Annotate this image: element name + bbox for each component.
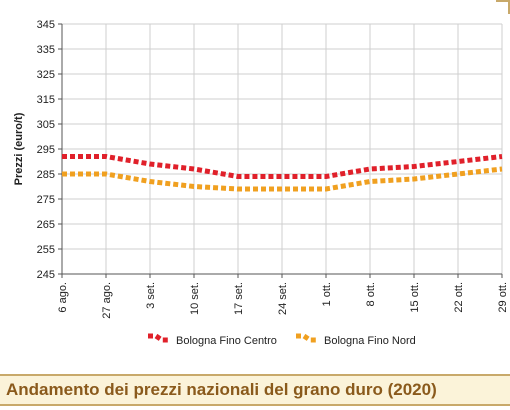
- legend-label: Bologna Fino Nord: [324, 335, 416, 347]
- y-tick-label: 325: [37, 69, 55, 81]
- y-tick-label: 315: [37, 94, 55, 106]
- x-tick-label: 17 set.: [233, 282, 245, 315]
- legend-swatch: [296, 333, 318, 343]
- y-tick-label: 275: [37, 194, 55, 206]
- y-tick-label: 345: [37, 19, 55, 31]
- x-tick-label: 6 ago.: [57, 282, 69, 313]
- x-tick-label: 1 ott.: [321, 282, 333, 306]
- x-tick-label: 24 set.: [277, 282, 289, 315]
- y-tick-label: 285: [37, 169, 55, 181]
- x-tick-label: 3 set.: [145, 282, 157, 309]
- y-tick-label: 245: [37, 269, 55, 281]
- x-tick-label: 22 ott.: [453, 282, 465, 313]
- y-tick-label: 335: [37, 44, 55, 56]
- series-line-centro: [62, 154, 503, 179]
- x-tick-label: 8 ott.: [365, 282, 377, 306]
- y-tick-label: 295: [37, 144, 55, 156]
- y-axis-title: Prezzi (euro/t): [13, 112, 25, 185]
- x-tick-label: 29 ott.: [497, 282, 509, 313]
- legend-swatch: [148, 333, 170, 343]
- line-chart: 245 255 265 275 285 295 305 315 325 335 345 6 ago. 2…: [13, 19, 509, 347]
- x-tick-label: 15 ott.: [409, 282, 421, 313]
- y-tick-label: 265: [37, 219, 55, 231]
- x-tick-label: 27 ago.: [101, 282, 113, 319]
- y-tick-label: 305: [37, 119, 55, 131]
- series-line-nord: [62, 166, 503, 192]
- x-tick-label: 10 set.: [189, 282, 201, 315]
- legend-label: Bologna Fino Centro: [176, 335, 277, 347]
- chart-caption: Andamento dei prezzi nazionali del grano…: [6, 380, 437, 399]
- corner-decoration: [496, 0, 510, 14]
- y-tick-label: 255: [37, 244, 55, 256]
- caption-bar: Andamento dei prezzi nazionali del grano…: [0, 374, 510, 406]
